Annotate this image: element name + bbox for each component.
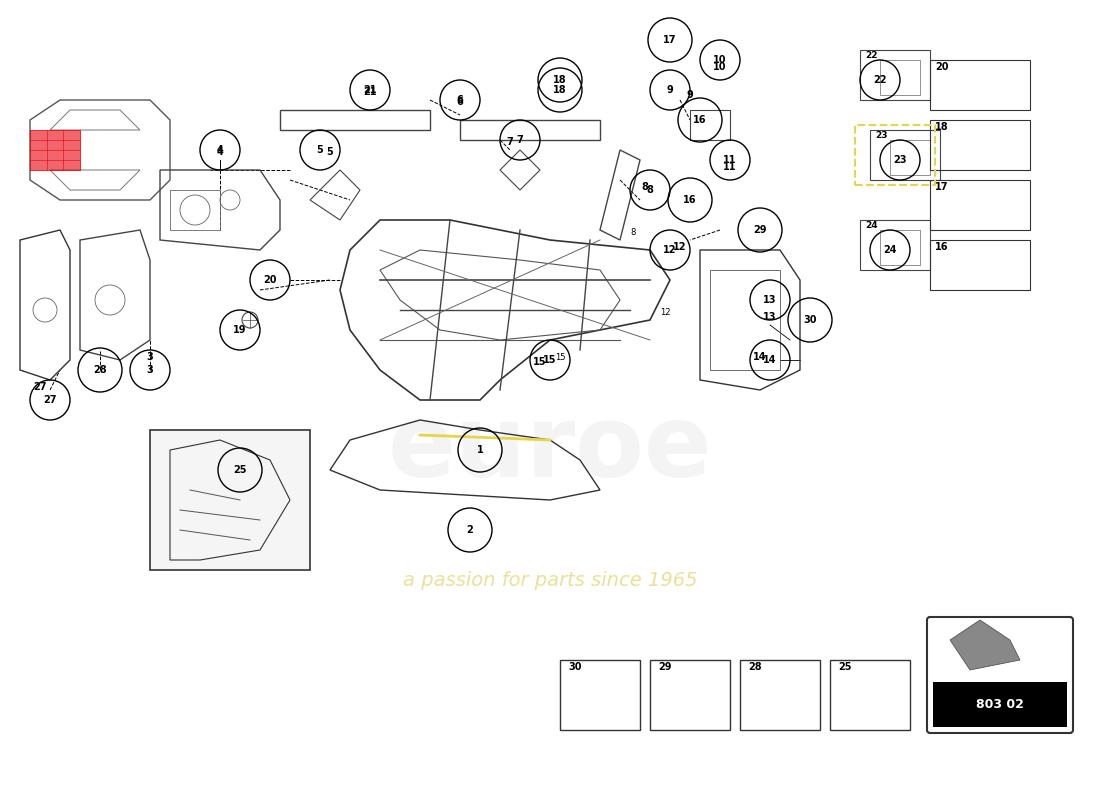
Text: euroe: euroe xyxy=(387,402,713,498)
Bar xyxy=(830,660,910,730)
Text: 18: 18 xyxy=(553,75,566,85)
Bar xyxy=(855,125,935,185)
Text: 29: 29 xyxy=(658,662,671,672)
Polygon shape xyxy=(950,620,1020,670)
Text: 20: 20 xyxy=(935,62,948,72)
Text: 9: 9 xyxy=(667,85,673,95)
Text: 23: 23 xyxy=(874,131,888,140)
Text: 28: 28 xyxy=(94,365,107,375)
Text: 3: 3 xyxy=(146,352,153,362)
Text: 10: 10 xyxy=(713,62,727,72)
Text: 803 02: 803 02 xyxy=(976,698,1024,711)
Text: 22: 22 xyxy=(873,75,887,85)
Text: 30: 30 xyxy=(568,662,582,672)
Text: 19: 19 xyxy=(233,325,246,335)
Text: 17: 17 xyxy=(935,182,948,192)
Text: 22: 22 xyxy=(865,51,878,60)
Bar xyxy=(930,180,1030,230)
Text: 12: 12 xyxy=(673,242,686,252)
Text: 24: 24 xyxy=(865,221,878,230)
Text: 28: 28 xyxy=(748,662,761,672)
Bar xyxy=(560,660,640,730)
Text: 21: 21 xyxy=(363,85,376,95)
Bar xyxy=(860,220,930,270)
Bar xyxy=(870,130,940,180)
Text: 25: 25 xyxy=(233,465,246,475)
Bar xyxy=(150,430,310,570)
Text: 16: 16 xyxy=(693,115,706,125)
Text: 7: 7 xyxy=(507,137,514,147)
Text: 14: 14 xyxy=(763,355,777,365)
Polygon shape xyxy=(30,130,80,170)
Text: 12: 12 xyxy=(660,308,671,317)
Text: 18: 18 xyxy=(935,122,948,132)
Text: 4: 4 xyxy=(217,145,223,155)
Text: 10: 10 xyxy=(713,55,727,65)
Text: 29: 29 xyxy=(754,225,767,235)
Text: 30: 30 xyxy=(803,315,816,325)
Text: 3: 3 xyxy=(146,365,153,375)
Text: 4: 4 xyxy=(217,147,223,157)
Bar xyxy=(880,230,920,265)
Text: 5: 5 xyxy=(327,147,333,157)
Bar xyxy=(170,190,220,230)
Bar xyxy=(860,50,930,100)
Text: 24: 24 xyxy=(883,245,896,255)
Text: 27: 27 xyxy=(43,395,57,405)
Text: 27: 27 xyxy=(33,382,46,392)
Bar xyxy=(930,60,1030,110)
Text: 17: 17 xyxy=(663,35,676,45)
Text: 21: 21 xyxy=(363,87,376,97)
Bar xyxy=(650,660,730,730)
Text: 18: 18 xyxy=(553,85,566,95)
Text: 11: 11 xyxy=(724,155,737,165)
Text: 5: 5 xyxy=(317,145,323,155)
Text: 8: 8 xyxy=(630,228,636,237)
Text: 15: 15 xyxy=(534,357,547,367)
Text: 13: 13 xyxy=(763,312,777,322)
Text: 16: 16 xyxy=(935,242,948,252)
Text: 7: 7 xyxy=(517,135,524,145)
Text: 23: 23 xyxy=(893,155,906,165)
Text: 2: 2 xyxy=(466,525,473,535)
Bar xyxy=(930,620,1070,680)
Text: 13: 13 xyxy=(763,295,777,305)
Text: 15: 15 xyxy=(556,353,565,362)
Text: 20: 20 xyxy=(263,275,277,285)
Text: 6: 6 xyxy=(456,95,463,105)
Text: 11: 11 xyxy=(724,162,737,172)
Text: 14: 14 xyxy=(754,352,767,362)
FancyBboxPatch shape xyxy=(927,617,1072,733)
Text: a passion for parts since 1965: a passion for parts since 1965 xyxy=(403,570,697,590)
Bar xyxy=(930,120,1030,170)
Bar xyxy=(930,240,1030,290)
Text: 8: 8 xyxy=(641,182,648,192)
Bar xyxy=(890,140,930,175)
Bar xyxy=(740,660,820,730)
Text: 6: 6 xyxy=(456,97,463,107)
Bar xyxy=(880,60,920,95)
Text: 16: 16 xyxy=(683,195,696,205)
Bar xyxy=(710,270,780,370)
Text: 12: 12 xyxy=(663,245,676,255)
Text: 25: 25 xyxy=(838,662,851,672)
Bar xyxy=(690,110,730,140)
Text: 15: 15 xyxy=(543,355,557,365)
Text: 9: 9 xyxy=(686,90,693,100)
Bar xyxy=(933,682,1067,727)
Text: 8: 8 xyxy=(647,185,653,195)
Text: 1: 1 xyxy=(476,445,483,455)
